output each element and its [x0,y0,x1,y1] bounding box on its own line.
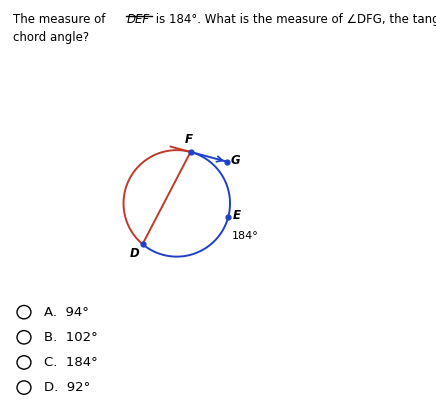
Text: chord angle?: chord angle? [13,31,89,44]
Text: A.  94°: A. 94° [44,305,89,319]
Text: C.  184°: C. 184° [44,356,97,369]
Text: G: G [230,153,240,166]
Text: B.  102°: B. 102° [44,331,97,344]
Text: D: D [129,247,139,260]
Text: The measure of: The measure of [13,13,109,26]
Text: D.  92°: D. 92° [44,381,90,394]
Text: DEF: DEF [126,13,150,26]
Text: is 184°. What is the measure of ∠​DFG, the tangent-: is 184°. What is the measure of ∠​DFG, t… [152,13,436,26]
Text: 184°: 184° [232,231,259,241]
Text: E: E [233,209,241,222]
Text: F: F [185,133,193,146]
